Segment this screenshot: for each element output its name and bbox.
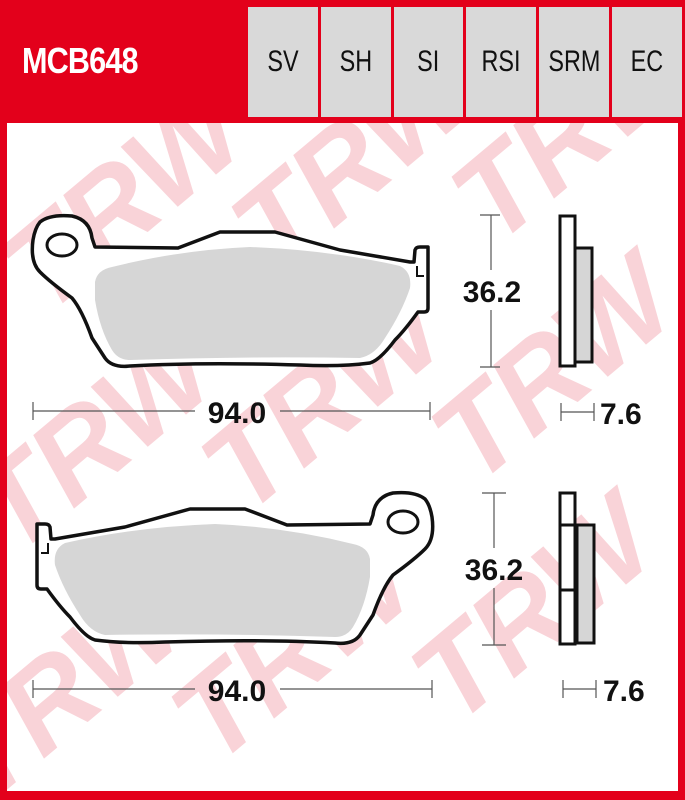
compound-code: SI [393,7,464,117]
compound-code: EC [612,7,682,117]
length-dimension-top [32,402,431,420]
compound-code: SV [248,7,318,117]
thickness-label: 7.6 [603,675,645,708]
thickness-label: 7.6 [600,398,642,431]
part-number: MCB648 [22,40,139,81]
thickness-dimension-top [560,403,595,421]
brake-pad-top [30,213,430,369]
height-label: 36.2 [465,554,523,587]
height-dimension-top [480,214,500,368]
height-label: 36.2 [463,276,521,309]
length-label: 94.0 [208,397,266,430]
length-dimension-bottom [32,680,433,698]
thickness-dimension-bottom [562,680,597,698]
height-dimension-bottom [482,492,506,646]
side-view-top [558,214,594,368]
length-label: 94.0 [208,675,266,708]
compound-code: SH [320,7,391,117]
trw-watermark-logo: TRW [427,0,685,267]
compound-code: RSI [466,7,537,117]
side-view-bottom [558,491,596,646]
compound-code: SRM [539,7,610,117]
compound-codes: SV SH SI RSI SRM EC [248,7,682,117]
